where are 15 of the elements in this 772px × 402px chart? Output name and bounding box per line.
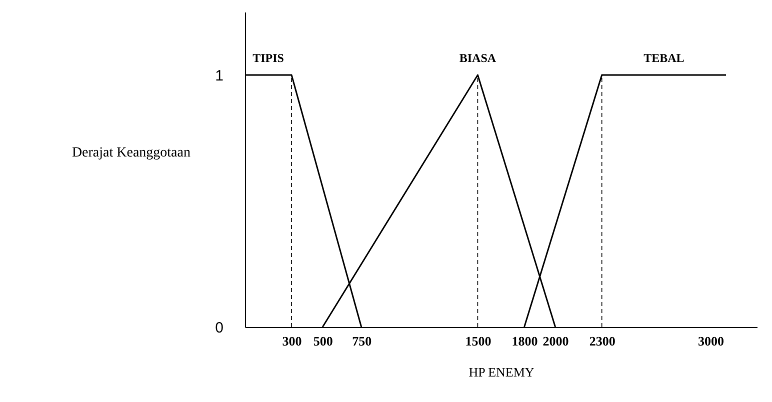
y-tick-label: 0 (215, 320, 224, 336)
x-tick-label: 2300 (589, 334, 616, 348)
y-tick-label: 1 (215, 68, 224, 84)
series-label: BIASA (459, 51, 496, 65)
x-tick-label: 3000 (698, 334, 724, 348)
x-tick-label: 2000 (542, 334, 569, 348)
y-axis-title: Derajat Keanggotaan (72, 146, 190, 160)
series-label: TEBAL (644, 51, 684, 65)
x-tick-label: 1500 (465, 334, 492, 348)
series-label: TIPIS (252, 51, 284, 65)
x-tick-label: 750 (352, 334, 372, 348)
x-tick-label: 1800 (512, 334, 538, 348)
x-tick-label: 500 (313, 334, 333, 348)
x-tick-label: 300 (282, 334, 302, 348)
x-axis-title: HP ENEMY (468, 364, 535, 380)
